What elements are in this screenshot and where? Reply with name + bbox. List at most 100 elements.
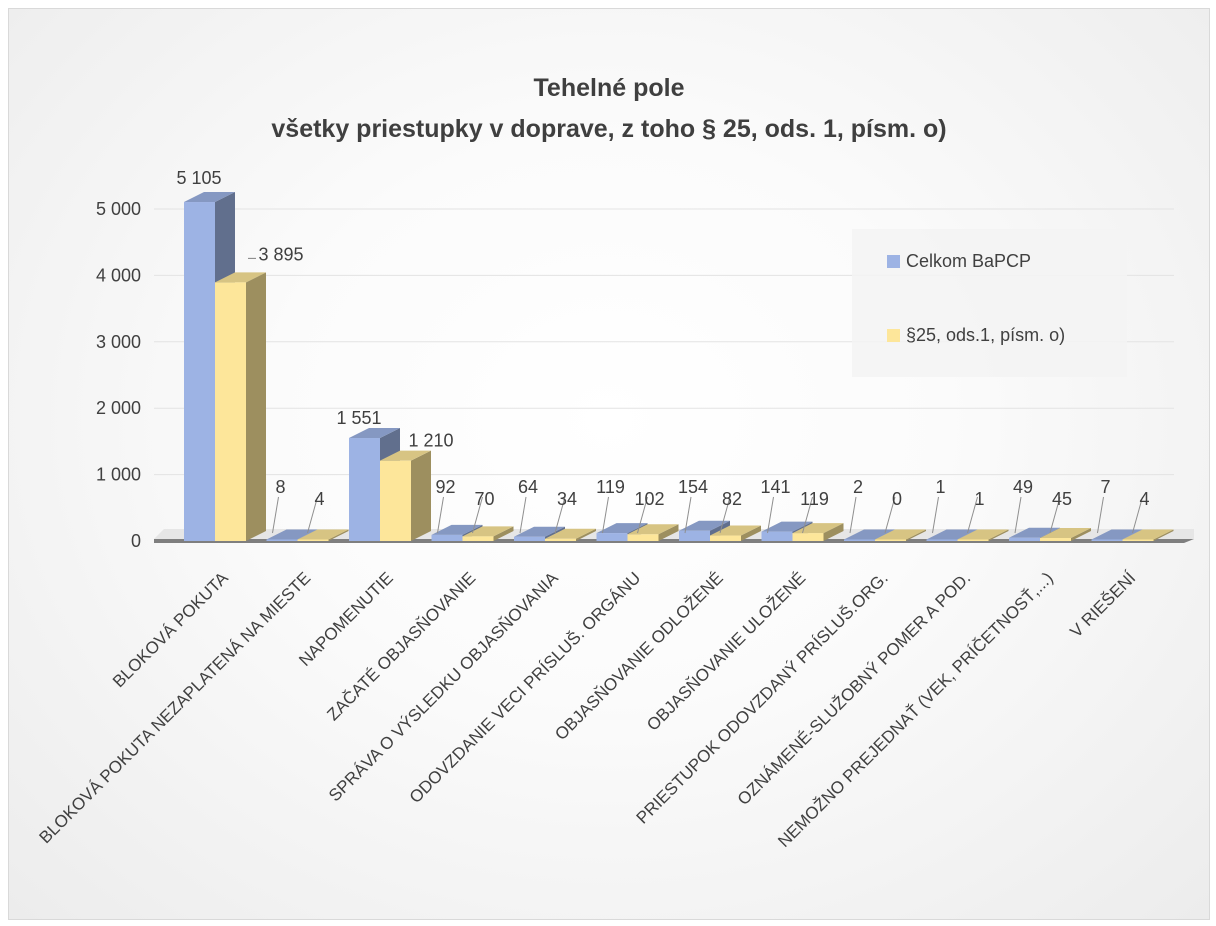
bar-top bbox=[349, 428, 400, 439]
legend: Celkom BaPCP §25, ods.1, písm. o) bbox=[852, 229, 1127, 377]
data-label: 2 bbox=[853, 477, 863, 497]
legend-swatch bbox=[887, 329, 900, 342]
bar-par25 bbox=[875, 529, 926, 541]
bar-front bbox=[184, 202, 215, 541]
data-label: 70 bbox=[474, 489, 494, 509]
legend-swatch bbox=[887, 255, 900, 268]
bar-front bbox=[1040, 538, 1071, 541]
data-label: 1 551 bbox=[336, 408, 381, 428]
bar-side bbox=[988, 529, 1009, 541]
bar-front bbox=[215, 282, 246, 541]
data-label: 119 bbox=[596, 477, 625, 497]
bar-top bbox=[679, 520, 730, 531]
bar-side bbox=[1071, 528, 1091, 541]
data-label: 3 895 bbox=[258, 244, 303, 264]
label-leader bbox=[307, 496, 318, 534]
label-leader bbox=[554, 496, 566, 534]
bar-side bbox=[658, 524, 679, 541]
bar-front bbox=[926, 539, 958, 541]
bar-front bbox=[792, 533, 824, 541]
y-tick-label: 1 000 bbox=[96, 465, 141, 485]
bar-front bbox=[545, 538, 576, 541]
bar-chart: Tehelné pole všetky priestupky v doprave… bbox=[35, 74, 1194, 851]
label-leader bbox=[1049, 496, 1061, 534]
bar-side bbox=[741, 525, 761, 541]
bar-par25 bbox=[545, 528, 596, 541]
bar-par25 bbox=[297, 529, 349, 541]
data-label: 64 bbox=[518, 477, 538, 497]
bar-front bbox=[761, 531, 793, 541]
data-label: 1 bbox=[974, 489, 984, 509]
bar-top bbox=[431, 524, 483, 535]
x-tick-label: OBJASŇOVANIE ULOŽENÉ bbox=[643, 568, 809, 734]
x-tick-label: ZAČATÉ OBJASŇOVANIE bbox=[323, 568, 479, 724]
data-label: 119 bbox=[800, 489, 829, 509]
bar-front bbox=[431, 534, 463, 541]
bar-side bbox=[493, 526, 514, 541]
y-tick-label: 0 bbox=[131, 531, 141, 551]
chart-title: Tehelné pole bbox=[534, 74, 685, 102]
bar-top bbox=[1040, 528, 1091, 539]
bar-top bbox=[1091, 529, 1143, 540]
bar-front bbox=[627, 534, 659, 541]
bar-top bbox=[627, 524, 679, 535]
label-leader bbox=[719, 496, 731, 534]
x-tick-label: BLOKOVÁ POKUTA NEZAPLATENÁ NA MIESTE bbox=[35, 568, 314, 847]
label-leader bbox=[637, 496, 648, 534]
bar-top bbox=[792, 523, 844, 534]
label-leader bbox=[767, 496, 774, 534]
legend-box bbox=[852, 229, 1127, 377]
data-label: 82 bbox=[722, 489, 742, 509]
bar-side bbox=[246, 272, 266, 541]
bar-par25 bbox=[215, 272, 266, 541]
data-label: 102 bbox=[634, 489, 664, 509]
data-label: 45 bbox=[1052, 489, 1072, 509]
chart-subtitle: všetky priestupky v doprave, z toho § 25… bbox=[271, 115, 946, 143]
bar-par25 bbox=[462, 526, 514, 541]
bar-front bbox=[266, 539, 298, 541]
bar-side bbox=[1153, 529, 1174, 541]
bar-front bbox=[875, 539, 906, 541]
bar-top bbox=[462, 526, 514, 537]
y-tick-label: 2 000 bbox=[96, 398, 141, 418]
bars bbox=[184, 192, 1174, 541]
bar-par25 bbox=[1122, 529, 1174, 541]
label-leader bbox=[802, 496, 813, 534]
bar-par25 bbox=[627, 524, 679, 541]
x-tick-label: V RIEŠENÍ bbox=[1066, 568, 1139, 641]
bar-top bbox=[215, 272, 266, 283]
data-label: 49 bbox=[1013, 477, 1033, 497]
data-label: 4 bbox=[314, 489, 324, 509]
bar-front bbox=[679, 530, 710, 541]
bar-top bbox=[184, 192, 235, 203]
data-label: 4 bbox=[1139, 489, 1149, 509]
bar-par25 bbox=[710, 525, 761, 541]
bar-par25 bbox=[957, 529, 1009, 541]
data-label: 0 bbox=[892, 489, 902, 509]
bar-par25 bbox=[1040, 528, 1091, 541]
bar-top bbox=[596, 523, 648, 534]
legend-label: §25, ods.1, písm. o) bbox=[906, 325, 1065, 345]
bar-top bbox=[266, 529, 318, 540]
bar-top bbox=[844, 529, 895, 540]
data-label: 154 bbox=[678, 477, 708, 497]
label-leader bbox=[272, 496, 279, 534]
data-label: 8 bbox=[275, 477, 285, 497]
bar-par25 bbox=[792, 523, 844, 541]
bar-side bbox=[823, 523, 844, 541]
bar-front bbox=[462, 536, 494, 541]
bar-par25 bbox=[380, 450, 431, 541]
bar-side bbox=[906, 529, 926, 541]
bar-side bbox=[411, 450, 431, 541]
label-leader bbox=[849, 496, 857, 534]
bar-front bbox=[596, 533, 628, 541]
bar-front bbox=[1009, 537, 1040, 541]
x-tick-label: NEMOŽNO PREJEDNAŤ (VEK, PRÍČETNOSŤ,...) bbox=[774, 568, 1057, 851]
label-leader bbox=[602, 496, 609, 534]
bar-side bbox=[576, 528, 596, 541]
bar-front bbox=[844, 539, 875, 541]
bar-top bbox=[761, 521, 813, 532]
bar-top bbox=[545, 528, 596, 539]
bar-top bbox=[875, 529, 926, 540]
